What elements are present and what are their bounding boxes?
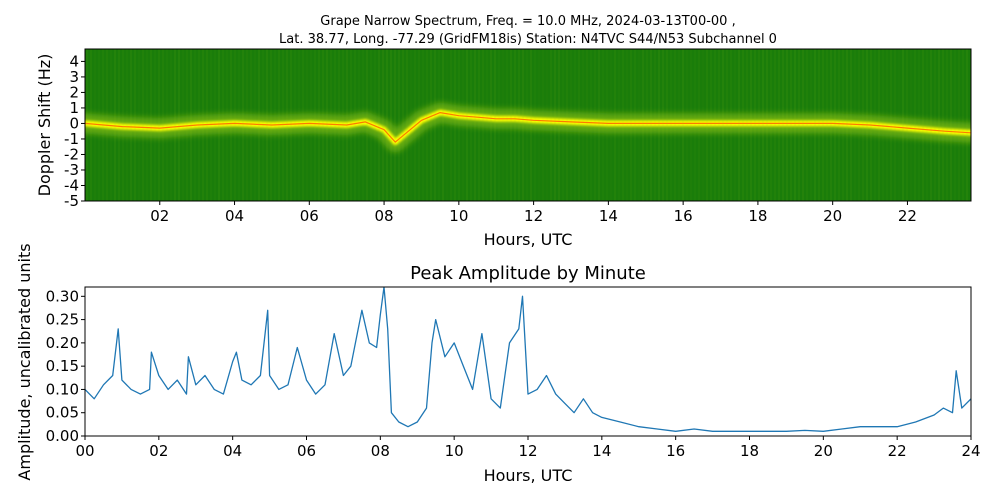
- doppler-trace-peak: [85, 112, 971, 143]
- spectrogram-y-tick-label: 2: [69, 83, 79, 101]
- amplitude-x-tick-label: 14: [592, 442, 611, 460]
- amplitude-y-tick-label: 0.30: [46, 287, 79, 305]
- amplitude-x-tick-label: 10: [445, 442, 464, 460]
- amplitude-y-tick-label: 0.15: [46, 357, 79, 375]
- spectrogram-frame: [84, 48, 972, 202]
- amplitude-x-tick-label: 02: [149, 442, 168, 460]
- amplitude-x-tick-label: 22: [888, 442, 907, 460]
- spectrogram-y-tick-label: -1: [64, 130, 79, 148]
- spectrogram-x-tick-label: 14: [599, 207, 618, 225]
- amplitude-y-tick-label: 0.05: [46, 404, 79, 422]
- amplitude-series: [85, 287, 971, 432]
- spectrogram-x-tick-label: 10: [449, 207, 468, 225]
- amplitude-panel: Peak Amplitude by Minute 00 02 04 06 08 10 12 1…: [15, 243, 981, 485]
- spectrogram-y-tick-label: -2: [64, 145, 79, 163]
- spectrogram-y-tick-label: 3: [69, 68, 79, 86]
- amplitude-x-tick-label: 06: [297, 442, 316, 460]
- spectrogram-x-tick-label: 16: [674, 207, 693, 225]
- spectrogram-y-tick-label: -4: [64, 176, 79, 194]
- spectrogram-y-tick-label: 0: [69, 114, 79, 132]
- amplitude-x-tick-label: 18: [740, 442, 759, 460]
- spectrogram-x-ticks: 02 04 06 08 10 12 14 16 18 20 22: [150, 201, 917, 225]
- amplitude-line: [85, 287, 971, 432]
- amplitude-x-tick-label: 16: [666, 442, 685, 460]
- spectrogram-x-tick-label: 06: [300, 207, 319, 225]
- spectrogram-y-label: Doppler Shift (Hz): [35, 54, 54, 197]
- spectrogram-x-tick-label: 08: [375, 207, 394, 225]
- amplitude-x-tick-label: 04: [223, 442, 242, 460]
- amplitude-x-tick-label: 00: [75, 442, 94, 460]
- spectrogram-x-tick-label: 20: [823, 207, 842, 225]
- suptitle-line-1: Grape Narrow Spectrum, Freq. = 10.0 MHz,…: [320, 14, 735, 29]
- spectrogram-x-tick-label: 04: [225, 207, 244, 225]
- spectrogram-x-label: Hours, UTC: [484, 230, 573, 249]
- amplitude-x-tick-label: 12: [518, 442, 537, 460]
- spectrogram-x-tick-label: 12: [524, 207, 543, 225]
- amplitude-y-ticks: 0.00 0.05 0.10 0.15 0.20 0.25 0.30: [46, 287, 85, 445]
- amplitude-y-tick-label: 0.10: [46, 380, 79, 398]
- amplitude-x-tick-label: 24: [961, 442, 980, 460]
- amplitude-x-tick-label: 20: [814, 442, 833, 460]
- amplitude-x-label: Hours, UTC: [484, 466, 573, 485]
- spectrogram-y-tick-label: -3: [64, 161, 79, 179]
- amplitude-plot-area: [85, 287, 971, 436]
- amplitude-y-tick-label: 0.00: [46, 427, 79, 445]
- amplitude-y-tick-label: 0.25: [46, 311, 79, 329]
- spectrogram-image: [85, 49, 971, 201]
- amplitude-y-label: Amplitude, uncalibrated units: [15, 243, 34, 480]
- amplitude-x-tick-label: 08: [371, 442, 390, 460]
- amplitude-y-tick-label: 0.20: [46, 334, 79, 352]
- spectrogram-x-tick-label: 18: [748, 207, 767, 225]
- suptitle-line-2: Lat. 38.77, Long. -77.29 (GridFM18is) St…: [279, 32, 777, 47]
- amplitude-x-ticks: 00 02 04 06 08 10 12 14 16 18 20 22 24: [75, 436, 981, 460]
- spectrogram-y-tick-label: 4: [69, 52, 79, 70]
- spectrogram-y-tick-label: 1: [69, 99, 79, 117]
- amplitude-title: Peak Amplitude by Minute: [410, 263, 646, 284]
- spectrogram-x-tick-label: 22: [898, 207, 917, 225]
- spectrogram-x-tick-label: 02: [150, 207, 169, 225]
- spectrogram-y-tick-label: -5: [64, 192, 79, 210]
